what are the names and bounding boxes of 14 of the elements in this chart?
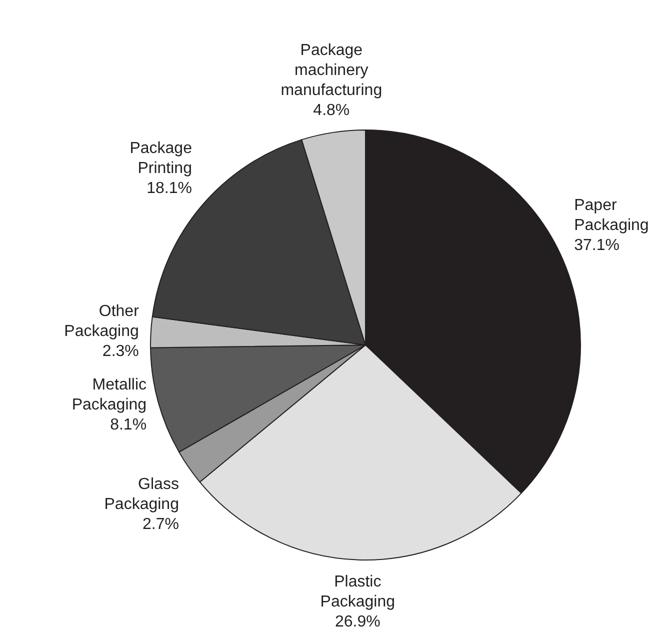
slice-label: Metallic Packaging	[72, 376, 147, 414]
slice-label: Other Packaging	[64, 302, 140, 340]
data-label: 2.3%	[102, 342, 139, 360]
data-label: 26.9%	[334, 613, 380, 630]
data-label: 4.8%	[313, 102, 350, 119]
slice-label: Plastic Packaging	[320, 573, 396, 610]
data-label: 18.1%	[146, 180, 192, 198]
data-label: 2.7%	[142, 516, 179, 533]
slice-label: Package Printing	[130, 140, 192, 178]
data-label: 8.1%	[110, 416, 147, 434]
slice-label: Package machinery manufacturing	[280, 42, 382, 99]
slice-label: Glass Packaging	[104, 476, 179, 513]
slice-label: Paper Packaging	[574, 196, 649, 234]
data-label: 37.1%	[574, 236, 620, 254]
